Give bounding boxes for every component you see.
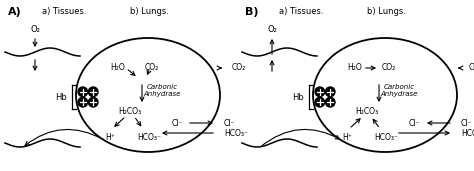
Text: HCO₃⁻: HCO₃⁻ xyxy=(461,128,474,137)
Text: a) Tissues.: a) Tissues. xyxy=(279,7,323,16)
Text: CO₂: CO₂ xyxy=(145,63,159,73)
Circle shape xyxy=(78,87,88,97)
Text: H₂O: H₂O xyxy=(347,63,363,73)
Text: H₂CO₃: H₂CO₃ xyxy=(118,107,142,115)
Circle shape xyxy=(325,87,335,97)
Text: HCO₃⁻: HCO₃⁻ xyxy=(137,134,161,142)
Text: CO₂: CO₂ xyxy=(469,63,474,73)
Text: b) Lungs.: b) Lungs. xyxy=(367,7,406,16)
Text: HCO₃⁻: HCO₃⁻ xyxy=(374,134,398,142)
Text: Cl⁻: Cl⁻ xyxy=(171,119,183,128)
Text: Cl⁻: Cl⁻ xyxy=(224,119,236,128)
Text: Anhydrase: Anhydrase xyxy=(380,91,418,97)
Circle shape xyxy=(315,97,325,107)
Ellipse shape xyxy=(313,38,457,152)
Text: H⁺: H⁺ xyxy=(105,134,115,142)
Circle shape xyxy=(88,97,98,107)
Text: CO₂: CO₂ xyxy=(382,63,396,73)
Text: O₂: O₂ xyxy=(267,25,277,35)
Text: A): A) xyxy=(8,7,22,17)
Text: O₂: O₂ xyxy=(30,25,40,35)
Circle shape xyxy=(315,87,325,97)
Text: B): B) xyxy=(245,7,258,17)
Circle shape xyxy=(78,97,88,107)
Text: HCO₃⁻: HCO₃⁻ xyxy=(224,128,248,137)
Text: Carbonic: Carbonic xyxy=(383,84,415,90)
Text: Carbonic: Carbonic xyxy=(146,84,178,90)
Text: b) Lungs.: b) Lungs. xyxy=(130,7,169,16)
Text: CO₂: CO₂ xyxy=(232,63,246,73)
Text: Hb: Hb xyxy=(292,93,304,102)
Text: Cl⁻: Cl⁻ xyxy=(461,119,473,128)
Text: Hb: Hb xyxy=(55,93,67,102)
Text: H₂O: H₂O xyxy=(110,63,126,73)
Circle shape xyxy=(88,87,98,97)
Text: H⁺: H⁺ xyxy=(342,134,352,142)
Circle shape xyxy=(325,97,335,107)
Ellipse shape xyxy=(76,38,220,152)
Text: Anhydrase: Anhydrase xyxy=(143,91,181,97)
Text: a) Tissues.: a) Tissues. xyxy=(42,7,86,16)
Text: Cl⁻: Cl⁻ xyxy=(408,119,420,128)
Text: H₂CO₃: H₂CO₃ xyxy=(356,107,379,115)
